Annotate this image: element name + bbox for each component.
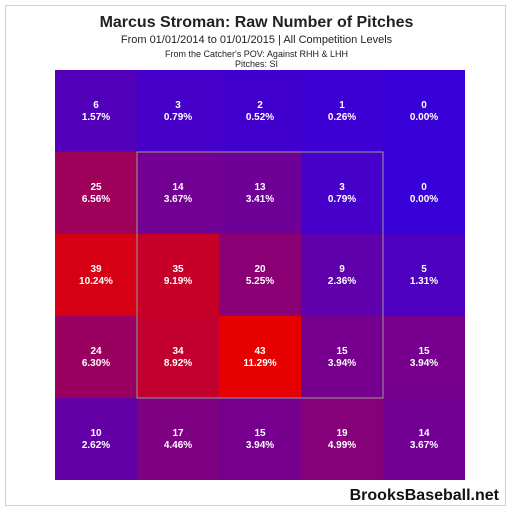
zone-percent-label: 9.19% [164, 276, 192, 287]
zone-count-label: 13 [254, 182, 266, 193]
zone-percent-label: 0.52% [246, 112, 274, 123]
perspective-note: From the Catcher's POV: Against RHH & LH… [165, 49, 348, 59]
zone-percent-label: 6.30% [82, 358, 110, 369]
zone-count-label: 15 [336, 346, 348, 357]
zone-cell-r2-c4 [301, 152, 383, 234]
zone-percent-label: 1.57% [82, 112, 110, 123]
zone-cell-r2-c3 [219, 152, 301, 234]
zone-count-label: 17 [172, 428, 184, 439]
zone-count-label: 43 [254, 346, 266, 357]
zone-percent-label: 0.79% [328, 194, 356, 205]
zone-percent-label: 3.94% [246, 440, 274, 451]
zone-count-label: 15 [418, 346, 430, 357]
zone-cell-r3-c2 [137, 234, 219, 316]
zone-percent-label: 6.56% [82, 194, 110, 205]
zone-cell-r1-c4 [301, 70, 383, 152]
zone-cell-r4-c5 [383, 316, 465, 398]
zone-count-label: 15 [254, 428, 266, 439]
zone-percent-label: 4.99% [328, 440, 356, 451]
zone-count-label: 34 [172, 346, 184, 357]
zone-percent-label: 0.00% [410, 194, 438, 205]
pitch-type-note: Pitches: SI [234, 59, 279, 69]
zone-cell-r3-c5 [383, 234, 465, 316]
zone-cell-r5-c1 [55, 398, 137, 480]
zone-heatmap: 61.57%30.79%20.52%10.26%00.00%256.56%143… [55, 70, 465, 480]
zone-cell-r2-c1 [55, 152, 137, 234]
zone-cell-r5-c5 [383, 398, 465, 480]
zone-cell-r4-c3 [219, 316, 301, 398]
zone-count-label: 35 [172, 264, 184, 275]
zone-percent-label: 10.24% [79, 276, 113, 287]
zone-count-label: 1 [339, 100, 345, 111]
zone-cell-r5-c2 [137, 398, 219, 480]
zone-count-label: 25 [90, 182, 102, 193]
zone-percent-label: 0.79% [164, 112, 192, 123]
zone-count-label: 20 [254, 264, 266, 275]
zone-cell-r4-c2 [137, 316, 219, 398]
zone-cell-r3-c1 [55, 234, 137, 316]
zone-count-label: 6 [93, 100, 99, 111]
zone-cell-r3-c4 [301, 234, 383, 316]
zone-count-label: 14 [172, 182, 184, 193]
zone-count-label: 0 [421, 182, 427, 193]
zone-count-label: 39 [90, 264, 102, 275]
zone-cell-r2-c2 [137, 152, 219, 234]
zone-cell-r1-c2 [137, 70, 219, 152]
zone-percent-label: 8.92% [164, 358, 192, 369]
zone-cell-r5-c3 [219, 398, 301, 480]
zone-count-label: 0 [421, 100, 427, 111]
zone-count-label: 9 [339, 264, 345, 275]
zone-cell-r4-c1 [55, 316, 137, 398]
zone-percent-label: 3.94% [328, 358, 356, 369]
zone-percent-label: 2.36% [328, 276, 356, 287]
zone-percent-label: 11.29% [243, 358, 276, 369]
zone-cell-r3-c3 [219, 234, 301, 316]
zone-cell-r1-c3 [219, 70, 301, 152]
zone-percent-label: 3.67% [410, 440, 438, 451]
zone-percent-label: 3.94% [410, 358, 438, 369]
zone-cell-r4-c4 [301, 316, 383, 398]
zone-cell-r2-c5 [383, 152, 465, 234]
zone-percent-label: 2.62% [82, 440, 110, 451]
zone-count-label: 14 [418, 428, 430, 439]
zone-cell-r5-c4 [301, 398, 383, 480]
zone-count-label: 19 [336, 428, 348, 439]
zone-count-label: 5 [421, 264, 427, 275]
chart-title: Marcus Stroman: Raw Number of Pitches [99, 14, 414, 31]
zone-count-label: 2 [257, 100, 263, 111]
zone-percent-label: 0.00% [410, 112, 438, 123]
zone-percent-label: 4.46% [164, 440, 192, 451]
chart-subtitle: From 01/01/2014 to 01/01/2015 | All Comp… [120, 34, 393, 46]
zone-percent-label: 5.25% [246, 276, 274, 287]
zone-percent-label: 3.41% [246, 194, 274, 205]
zone-count-label: 3 [175, 100, 181, 111]
zone-percent-label: 1.31% [410, 276, 438, 287]
zone-cell-r1-c5 [383, 70, 465, 152]
zone-percent-label: 3.67% [164, 194, 192, 205]
zone-percent-label: 0.26% [328, 112, 356, 123]
strike-zone-outline [136, 151, 384, 399]
watermark: BrooksBaseball.net [349, 487, 499, 504]
zone-count-label: 24 [90, 346, 102, 357]
zone-cell-r1-c1 [55, 70, 137, 152]
zone-count-label: 10 [90, 428, 102, 439]
zone-count-label: 3 [339, 182, 345, 193]
